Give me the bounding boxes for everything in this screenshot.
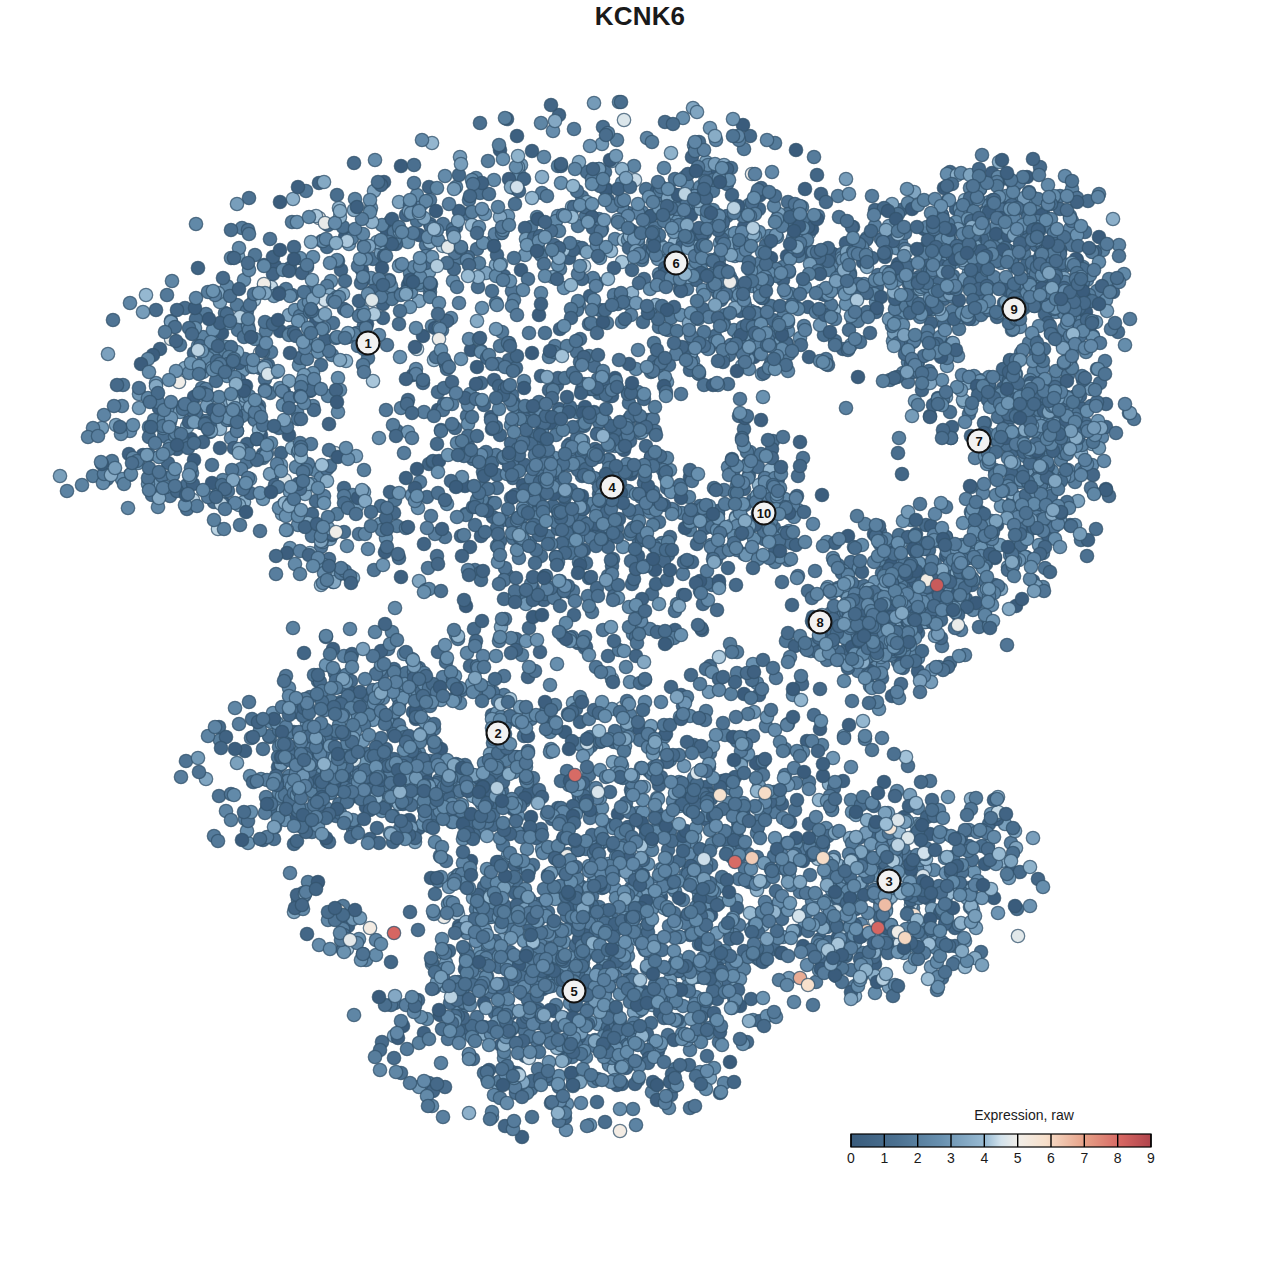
- svg-text:6: 6: [672, 256, 679, 271]
- svg-text:0: 0: [847, 1150, 855, 1166]
- svg-text:7: 7: [975, 434, 982, 449]
- svg-text:4: 4: [608, 480, 616, 495]
- svg-text:Expression, raw: Expression, raw: [974, 1107, 1074, 1123]
- svg-text:10: 10: [757, 506, 771, 521]
- svg-text:5: 5: [570, 984, 577, 999]
- svg-text:1: 1: [364, 336, 371, 351]
- svg-text:6: 6: [1047, 1150, 1055, 1166]
- svg-text:8: 8: [1114, 1150, 1122, 1166]
- svg-text:8: 8: [816, 615, 823, 630]
- svg-text:5: 5: [1014, 1150, 1022, 1166]
- svg-text:3: 3: [947, 1150, 955, 1166]
- svg-text:2: 2: [494, 726, 501, 741]
- svg-text:9: 9: [1147, 1150, 1155, 1166]
- svg-text:9: 9: [1010, 302, 1017, 317]
- svg-text:1: 1: [880, 1150, 888, 1166]
- svg-text:2: 2: [914, 1150, 922, 1166]
- svg-text:7: 7: [1080, 1150, 1088, 1166]
- svg-text:3: 3: [885, 874, 892, 889]
- svg-text:4: 4: [980, 1150, 988, 1166]
